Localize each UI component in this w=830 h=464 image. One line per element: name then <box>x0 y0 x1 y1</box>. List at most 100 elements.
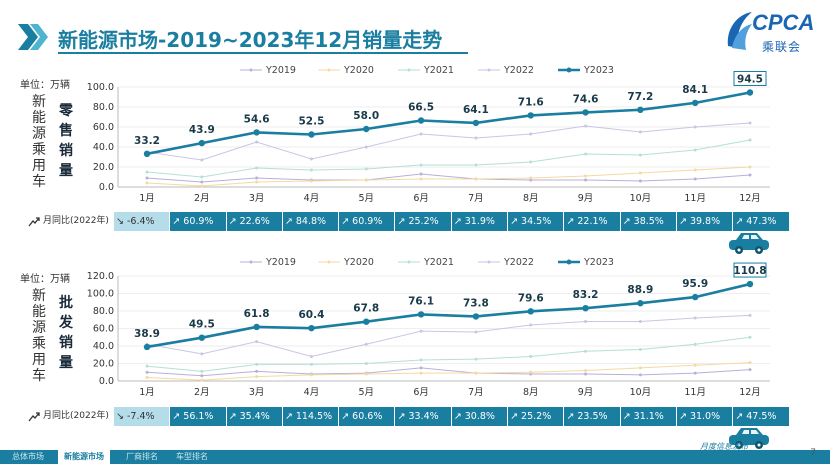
x-tick-label: 7月 <box>468 193 484 204</box>
data-point <box>638 179 642 183</box>
data-point <box>200 158 204 162</box>
page-number: 7 <box>810 448 816 458</box>
series-line-y2021 <box>146 336 751 372</box>
chart1-vertical-name: 新能源乘用车 <box>32 94 46 190</box>
x-tick-label: 1月 <box>139 193 155 204</box>
x-tick-label: 10月 <box>630 387 652 398</box>
data-label: 95.9 <box>682 278 708 290</box>
footer-tab[interactable]: 厂商排名 <box>126 452 158 461</box>
data-label: 73.8 <box>463 297 489 309</box>
data-point <box>529 370 533 374</box>
publisher-text: 月度信息发布 <box>700 442 748 451</box>
data-point <box>364 167 368 171</box>
x-tick-label: 4月 <box>304 387 320 398</box>
x-tick-label: 12月 <box>739 193 761 204</box>
x-tick-label: 6月 <box>413 387 429 398</box>
x-tick-label: 8月 <box>523 387 539 398</box>
data-label: 33.2 <box>134 135 160 147</box>
yoy-label: 月同比(2022年) <box>43 216 109 226</box>
data-point <box>419 163 423 167</box>
data-label: 58.0 <box>353 110 379 122</box>
data-label: 49.5 <box>189 319 215 331</box>
data-point <box>472 313 480 320</box>
logo-text: CPCA <box>752 10 815 35</box>
y-tick-label: 20.0 <box>93 162 114 173</box>
legend-label: Y2023 <box>583 65 614 76</box>
data-point <box>364 372 368 376</box>
x-tick-label: 9月 <box>578 193 594 204</box>
yoy-cell: ↗ 35.4% <box>226 407 283 426</box>
footer-tab[interactable]: 总体市场 <box>12 452 44 461</box>
data-point <box>145 370 149 374</box>
data-point <box>419 177 423 181</box>
trend-up-icon <box>28 411 40 421</box>
yoy-cell: ↗ 22.6% <box>226 212 283 231</box>
yoy-header: 月同比(2022年) <box>28 407 114 426</box>
data-point <box>474 357 478 361</box>
retail-chart: 0.0 20.0 40.0 60.0 80.0 100.0 1月 2月 3月 4月 5月 6月 7月 8月… <box>87 65 770 204</box>
data-point <box>527 112 534 119</box>
data-point <box>638 366 642 370</box>
data-point <box>200 180 204 184</box>
footer-tab[interactable]: 新能源市场 <box>58 450 110 464</box>
x-tick-label: 1月 <box>139 387 155 398</box>
data-point <box>419 132 423 136</box>
data-label: 79.6 <box>518 292 544 304</box>
data-point <box>364 145 368 149</box>
legend-label: Y2021 <box>423 257 454 268</box>
chart2-vertical-name: 新能源乘用车 <box>32 288 46 384</box>
x-tick-label: 11月 <box>684 387 706 398</box>
yoy-cell: ↗ 25.2% <box>508 407 565 426</box>
data-label: 77.2 <box>627 91 653 103</box>
data-point <box>309 157 313 161</box>
data-point <box>145 170 149 174</box>
data-point <box>748 313 752 317</box>
yoy-cell: ↗ 39.8% <box>676 212 734 231</box>
data-point <box>584 320 588 323</box>
data-point <box>693 168 697 172</box>
data-point <box>255 180 259 184</box>
data-point <box>638 171 642 175</box>
y-tick-label: 60.0 <box>93 324 114 335</box>
legend-marker <box>566 259 572 265</box>
data-point <box>417 117 425 124</box>
data-point <box>255 340 259 344</box>
data-point <box>748 335 752 339</box>
data-point <box>748 138 752 142</box>
data-point <box>584 152 588 156</box>
yoy-cell: ↗ 84.8% <box>282 212 340 231</box>
series-line-y2022 <box>146 314 751 358</box>
legend-label: Y2022 <box>503 257 534 268</box>
x-tick-label: 12月 <box>739 387 761 398</box>
y-tick-label: 20.0 <box>93 359 114 370</box>
data-point <box>417 311 425 318</box>
data-point <box>363 125 370 133</box>
data-point <box>255 369 259 373</box>
legend-label: Y2021 <box>423 65 454 76</box>
data-point <box>145 364 149 368</box>
data-point <box>529 132 533 136</box>
yoy-cell: ↗ 47.5% <box>733 407 790 426</box>
data-point <box>748 368 752 372</box>
data-point <box>255 140 259 144</box>
data-point <box>582 109 589 116</box>
series-line-y2023 <box>146 282 751 349</box>
series-line-y2020 <box>146 166 751 187</box>
data-point <box>255 176 259 180</box>
data-point <box>693 371 697 375</box>
data-point <box>638 130 642 134</box>
chart1-yoy-row: 月同比(2022年) ↘ -6.4% ↗ 60.9% ↗ 22.6% ↗ 84.8% ↗ … <box>28 212 790 231</box>
data-point <box>308 131 315 138</box>
data-point <box>419 329 423 333</box>
data-point <box>529 160 533 164</box>
yoy-cell: ↗ 60.9% <box>170 212 227 231</box>
y-tick-label: 80.0 <box>93 102 114 113</box>
yoy-header: 月同比(2022年) <box>28 212 114 231</box>
data-label: 38.9 <box>134 328 160 340</box>
series-line-y2021 <box>146 139 751 178</box>
legend-marker <box>249 68 253 72</box>
page-title: 新能源市场-2019~2023年12月销量走势 <box>58 28 443 52</box>
footer-tab[interactable]: 车型排名 <box>176 452 208 461</box>
data-point <box>419 358 423 362</box>
series-line-y2019 <box>146 173 751 183</box>
